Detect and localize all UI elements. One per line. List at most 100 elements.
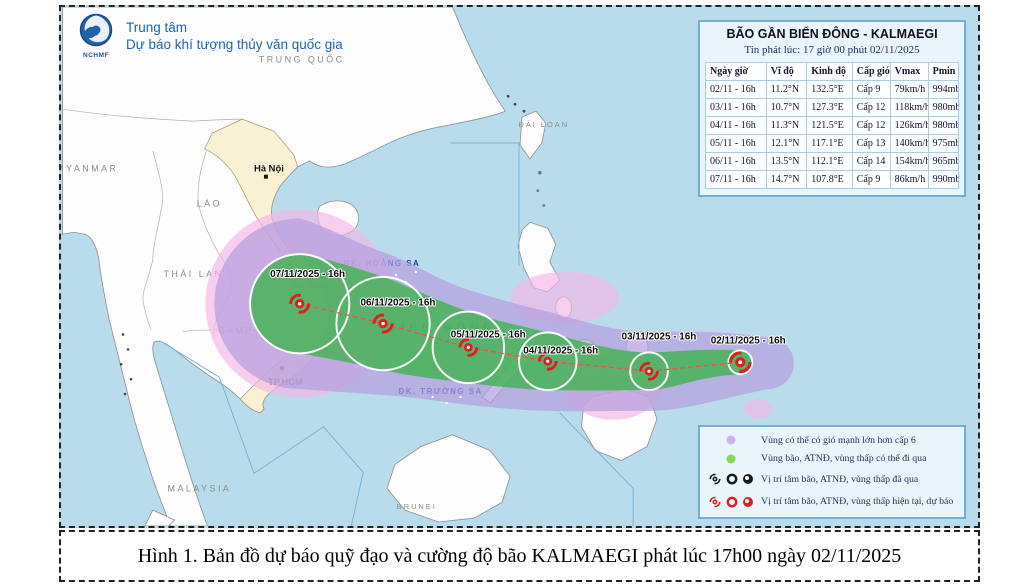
- forecast-table: Ngày giờ Vĩ độ Kinh độ Cấp gió Vmax Pmin…: [705, 62, 960, 189]
- map-legend: Vùng có thể có gió mạnh lớn hơn cấp 6 Vù…: [698, 425, 966, 519]
- island-borneo: [386, 434, 511, 523]
- cell: 13.5°N: [765, 152, 808, 171]
- label-thai-lan: THÁI LAN: [164, 269, 224, 279]
- cell: 06/11 - 16h: [705, 152, 767, 171]
- map-frame: TRUNG QUỐC MYANMAR LÀO THÁI LAN CAMPUCHI…: [59, 5, 980, 528]
- legend-label: Vị trí tâm bão, ATNĐ, vùng thấp đã qua: [761, 473, 919, 485]
- legend-label: Vùng bão, ATNĐ, vùng thấp có thể đi qua: [761, 453, 927, 465]
- storm-track-line: [299, 303, 741, 372]
- track-label-0711: 07/11/2025 - 16h: [270, 269, 345, 280]
- cell: 990mb: [927, 170, 960, 189]
- cell: 132.5°E: [806, 80, 853, 99]
- cell: 980mb: [927, 116, 960, 135]
- table-row: 06/11 - 16h 13.5°N 112.1°E Cấp 14 154km/…: [705, 152, 960, 171]
- cell: 07/11 - 16h: [705, 170, 767, 189]
- cell: 154km/h: [889, 152, 929, 171]
- table-title: BÃO GẦN BIỂN ĐÔNG - KALMAEGI: [726, 27, 938, 41]
- cell: 04/11 - 16h: [705, 116, 767, 135]
- cell: Cấp 9: [851, 170, 891, 189]
- label-dai-loan: ĐÀI LOAN: [519, 120, 570, 129]
- org-header: NCHMF Trung tâm Dự báo khí tượng thủy vă…: [73, 12, 343, 59]
- col-vi-do: Vĩ độ: [765, 62, 808, 81]
- label-malaysia: MALAYSIA: [168, 483, 232, 493]
- cell: Cấp 12: [851, 98, 891, 117]
- cell: 121.5°E: [806, 116, 853, 135]
- legend-item-current-forecast-position: Vị trí tâm bão, ATNĐ, vùng thấp hiện tại…: [705, 494, 959, 510]
- cell: 117.1°E: [806, 134, 853, 153]
- figure-caption: Hình 1. Bản đồ dự báo quỹ đạo và cường đ…: [137, 544, 902, 567]
- track-label-0311: 03/11/2025 - 16h: [621, 331, 696, 342]
- track-label-0511: 05/11/2025 - 16h: [451, 329, 526, 340]
- org-name-line1: Trung tâm: [126, 20, 188, 35]
- cell: 02/11 - 16h: [705, 80, 767, 99]
- table-header-row: Ngày giờ Vĩ độ Kinh độ Cấp gió Vmax Pmin: [705, 62, 960, 81]
- cell: 03/11 - 16h: [705, 98, 767, 117]
- cell: 11.3°N: [765, 116, 808, 135]
- cell: 14.7°N: [765, 170, 808, 189]
- figure-caption-box: Hình 1. Bản đồ dự báo quỹ đạo và cường đ…: [59, 530, 980, 582]
- island-taiwan: [519, 110, 547, 160]
- legend-item-green-zone: Vùng bão, ATNĐ, vùng thấp có thể đi qua: [705, 453, 959, 465]
- cell: Cấp 13: [851, 134, 891, 153]
- label-trung-quoc: TRUNG QUỐC: [259, 54, 345, 65]
- cell: 126km/h: [889, 116, 929, 135]
- cell: 107.8°E: [806, 170, 853, 189]
- table-row: 04/11 - 16h 11.3°N 121.5°E Cấp 12 126km/…: [705, 116, 960, 135]
- nchmf-logo-text: NCHMF: [83, 52, 109, 59]
- cell: 11.2°N: [765, 80, 808, 99]
- green-zone-dot-icon: [705, 453, 761, 465]
- label-brunei: BRUNEI: [397, 502, 437, 511]
- forecast-storm-icons: [705, 494, 761, 510]
- label-myanmar: MYANMAR: [61, 164, 118, 174]
- past-storm-icons: [705, 471, 761, 487]
- cell: Cấp 14: [851, 152, 891, 171]
- legend-label: Vùng có thể có gió mạnh lớn hơn cấp 6: [761, 434, 916, 446]
- track-label-0611: 06/11/2025 - 16h: [360, 298, 435, 309]
- cell: 965mb: [927, 152, 960, 171]
- cell: 12.1°N: [765, 134, 808, 153]
- track-label-0411: 04/11/2025 - 16h: [523, 345, 598, 356]
- cell: 05/11 - 16h: [705, 134, 767, 153]
- forecast-rings: [249, 253, 754, 392]
- cell: 994mb: [927, 80, 960, 99]
- col-ngay-gio: Ngày giờ: [705, 62, 767, 81]
- nchmf-logo-icon: [79, 13, 113, 47]
- table-row: 05/11 - 16h 12.1°N 117.1°E Cấp 13 140km/…: [705, 134, 960, 153]
- cell: 140km/h: [889, 134, 929, 153]
- maritime-boundary-lines: [162, 142, 634, 526]
- table-row: 03/11 - 16h 10.7°N 127.3°E Cấp 12 118km/…: [705, 98, 960, 117]
- hanoi-marker: [263, 174, 268, 179]
- cell: Cấp 9: [851, 80, 891, 99]
- cell: 980mb: [927, 98, 960, 117]
- col-vmax: Vmax: [889, 62, 929, 81]
- cell: Cấp 12: [851, 116, 891, 135]
- cell: 975mb: [927, 134, 960, 153]
- col-cap-gio: Cấp gió: [851, 62, 891, 81]
- legend-item-purple-zone: Vùng có thể có gió mạnh lớn hơn cấp 6: [705, 434, 959, 446]
- org-name-line2: Dự báo khí tượng thủy văn quốc gia: [126, 37, 343, 52]
- legend-item-past-position: Vị trí tâm bão, ATNĐ, vùng thấp đã qua: [705, 471, 959, 487]
- org-logo-wrap: NCHMF: [73, 12, 119, 59]
- islet-dots: [119, 94, 546, 396]
- cell: 79km/h: [889, 80, 929, 99]
- track-date-labels: 02/11/2025 - 16h 03/11/2025 - 16h 04/11/…: [269, 268, 786, 357]
- cell: 118km/h: [889, 98, 929, 117]
- col-pmin: Pmin: [927, 62, 960, 81]
- cell: 10.7°N: [765, 98, 808, 117]
- cell: 127.3°E: [806, 98, 853, 117]
- label-lao: LÀO: [197, 198, 222, 208]
- legend-label: Vị trí tâm bão, ATNĐ, vùng thấp hiện tại…: [761, 496, 954, 508]
- purple-zone-dot-icon: [705, 434, 761, 446]
- table-issued-time: Tin phát lúc: 17 giờ 00 phút 02/11/2025: [744, 44, 920, 56]
- track-label-0211: 02/11/2025 - 16h: [711, 335, 786, 346]
- storm-path-corridor: [250, 254, 753, 391]
- table-row: 07/11 - 16h 14.7°N 107.8°E Cấp 9 86km/h …: [705, 170, 960, 189]
- forecast-table-panel: BÃO GẦN BIỂN ĐÔNG - KALMAEGI Tin phát lú…: [698, 20, 966, 197]
- cell: 112.1°E: [806, 152, 853, 171]
- label-ha-noi: Hà Nội: [254, 163, 284, 174]
- table-row: 02/11 - 16h 11.2°N 132.5°E Cấp 9 79km/h …: [705, 80, 960, 99]
- cell: 86km/h: [889, 170, 929, 189]
- org-name: Trung tâm Dự báo khí tượng thủy văn quốc…: [126, 12, 343, 53]
- col-kinh-do: Kinh độ: [806, 62, 853, 81]
